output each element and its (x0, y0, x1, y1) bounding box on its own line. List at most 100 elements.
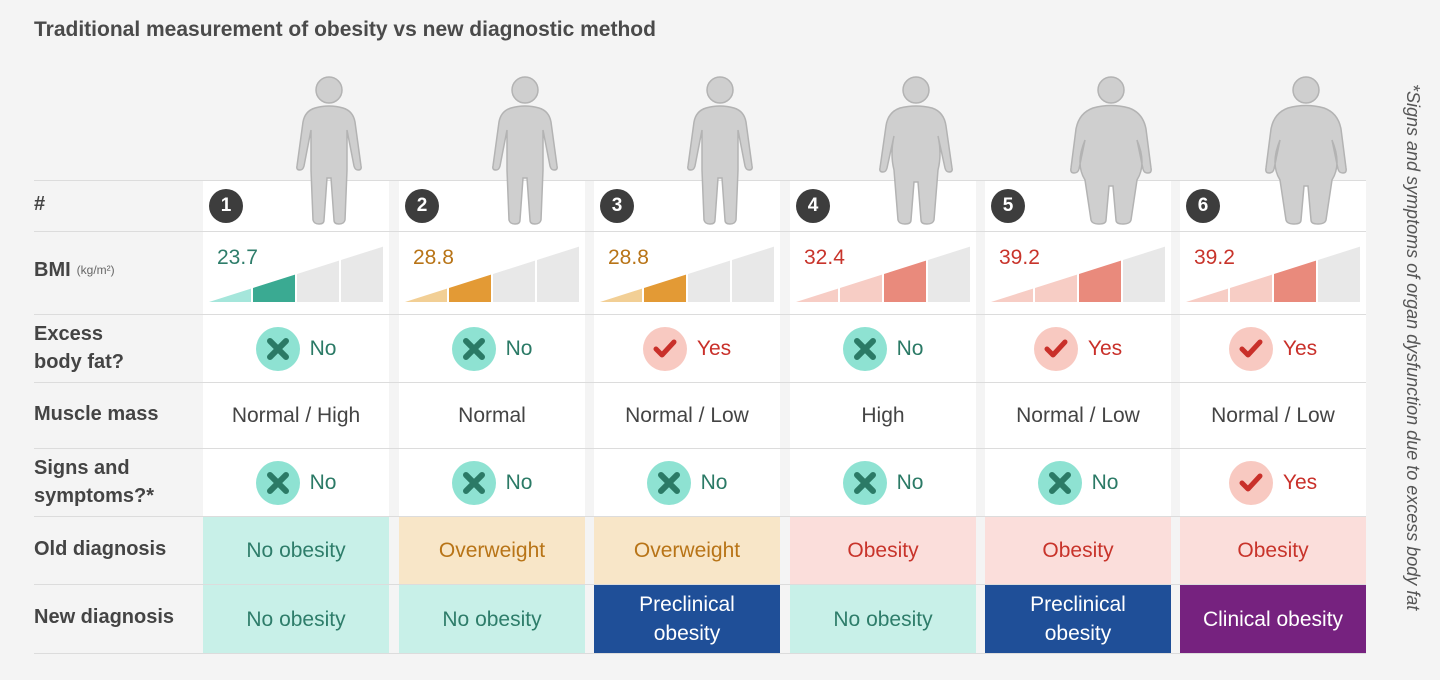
bmi-scale-segment (493, 260, 535, 302)
column-number-badge: 3 (600, 189, 634, 223)
new-diagnosis-cell: No obesity (203, 585, 389, 653)
muscle-mass-value: Normal (458, 403, 526, 427)
column-number-badge: 4 (796, 189, 830, 223)
new-diagnosis-line1: Preclinical (1030, 593, 1126, 616)
cross-mark (1048, 471, 1071, 494)
old-diagnosis-cell: Overweight (594, 517, 780, 584)
bmi-scale-bar (600, 246, 774, 302)
cross-mark (853, 471, 876, 494)
person-head (1292, 76, 1320, 104)
row-divider (34, 584, 1366, 585)
row-divider (34, 448, 1366, 449)
old-diagnosis-value: Overweight (633, 539, 741, 562)
person-body (492, 105, 558, 225)
check-mark (1044, 339, 1068, 357)
number-cell: 1 (203, 181, 389, 231)
bmi-scale-segment (991, 288, 1033, 302)
old-diagnosis-cell: Obesity (790, 517, 976, 584)
check-icon (1228, 460, 1273, 505)
excess-fat-cell: Yes (1180, 315, 1366, 382)
row-label-new-diagnosis: New diagnosis (34, 606, 175, 628)
person-body (296, 105, 362, 225)
old-diagnosis-value: Obesity (1237, 539, 1309, 562)
signs-value: No (505, 470, 533, 494)
muscle-mass-cell: Normal / High (203, 383, 389, 448)
column-number-badge: 6 (1186, 189, 1220, 223)
bmi-scale-segment (928, 246, 970, 302)
excess-fat-value: No (309, 336, 337, 360)
muscle-mass-cell: Normal / Low (594, 383, 780, 448)
bmi-scale-segment (840, 274, 882, 302)
new-diagnosis-cell: No obesity (790, 585, 976, 653)
excess-fat-cell: Yes (594, 315, 780, 382)
muscle-mass-value: High (861, 403, 905, 427)
check-mark (1239, 473, 1263, 491)
person-figure-6 (1265, 76, 1347, 225)
number-cell: 4 (790, 181, 976, 231)
muscle-mass-value: Normal / Low (1211, 403, 1335, 427)
muscle-mass-cell: Normal / Low (985, 383, 1171, 448)
excess-fat-label-line2: body fat? (34, 351, 124, 373)
row-label-number: # (34, 193, 46, 215)
muscle-mass-value: Normal / Low (625, 403, 749, 427)
muscle-mass-value: Normal / High (231, 403, 361, 427)
signs-label-line1: Signs and (34, 457, 130, 479)
bmi-scale-segment (209, 288, 251, 302)
cross-mark (266, 471, 289, 494)
check-icon (1033, 326, 1078, 371)
person-body (687, 105, 753, 225)
bmi-scale-segment (732, 246, 774, 302)
footnote-vertical: *Signs and symptoms of organ dysfunction… (1403, 84, 1423, 611)
bmi-value: 39.2 (1194, 246, 1235, 269)
cross-icon (451, 460, 496, 505)
old-diagnosis-cell: No obesity (203, 517, 389, 584)
bmi-scale-segment (253, 274, 295, 302)
person-body (1070, 104, 1152, 225)
signs-value: No (309, 470, 337, 494)
check-icon (1228, 326, 1273, 371)
new-diagnosis-line2: obesity (653, 622, 721, 645)
muscle-mass-cell: Normal / Low (1180, 383, 1366, 448)
new-diagnosis-value: No obesity (246, 607, 346, 631)
bmi-scale-segment (1318, 246, 1360, 302)
bmi-scale-segment (297, 260, 339, 302)
row-divider (34, 382, 1366, 383)
cross-mark (853, 337, 876, 360)
person-head (706, 76, 734, 104)
row-divider (34, 516, 1366, 517)
bmi-label: BMI (34, 259, 71, 281)
row-label-old-diagnosis: Old diagnosis (34, 538, 167, 560)
old-diagnosis-value: Overweight (438, 539, 546, 562)
person-head (315, 76, 343, 104)
bmi-scale-bar (209, 246, 383, 302)
row-divider (34, 180, 1366, 181)
excess-fat-cell: No (790, 315, 976, 382)
signs-cell: No (985, 449, 1171, 516)
person-body (879, 105, 953, 225)
cross-icon (842, 460, 887, 505)
bmi-scale-bar (1186, 246, 1360, 302)
person-head (511, 76, 539, 104)
old-diagnosis-value: No obesity (246, 539, 346, 562)
bmi-scale-segment (1186, 288, 1228, 302)
cross-icon (451, 326, 496, 371)
signs-cell: No (790, 449, 976, 516)
bmi-value: 39.2 (999, 246, 1040, 269)
bmi-scale-segment (688, 260, 730, 302)
new-diagnosis-cell: Clinical obesity (1180, 585, 1366, 653)
signs-cell: Yes (1180, 449, 1366, 516)
bmi-cell: 28.8 (399, 232, 585, 314)
person-figure-4 (879, 76, 953, 225)
excess-fat-cell: No (399, 315, 585, 382)
muscle-mass-cell: High (790, 383, 976, 448)
column-number-badge: 5 (991, 189, 1025, 223)
number-cell: 6 (1180, 181, 1366, 231)
person-head (1097, 76, 1125, 104)
person-figure-5 (1070, 76, 1152, 225)
bmi-cell: 28.8 (594, 232, 780, 314)
old-diagnosis-value: Obesity (1042, 539, 1114, 562)
row-divider (34, 653, 1366, 654)
new-diagnosis-cell: Preclinical obesity (985, 585, 1171, 653)
bmi-cell: 39.2 (985, 232, 1171, 314)
new-diagnosis-value: Preclinical obesity (1030, 590, 1126, 648)
